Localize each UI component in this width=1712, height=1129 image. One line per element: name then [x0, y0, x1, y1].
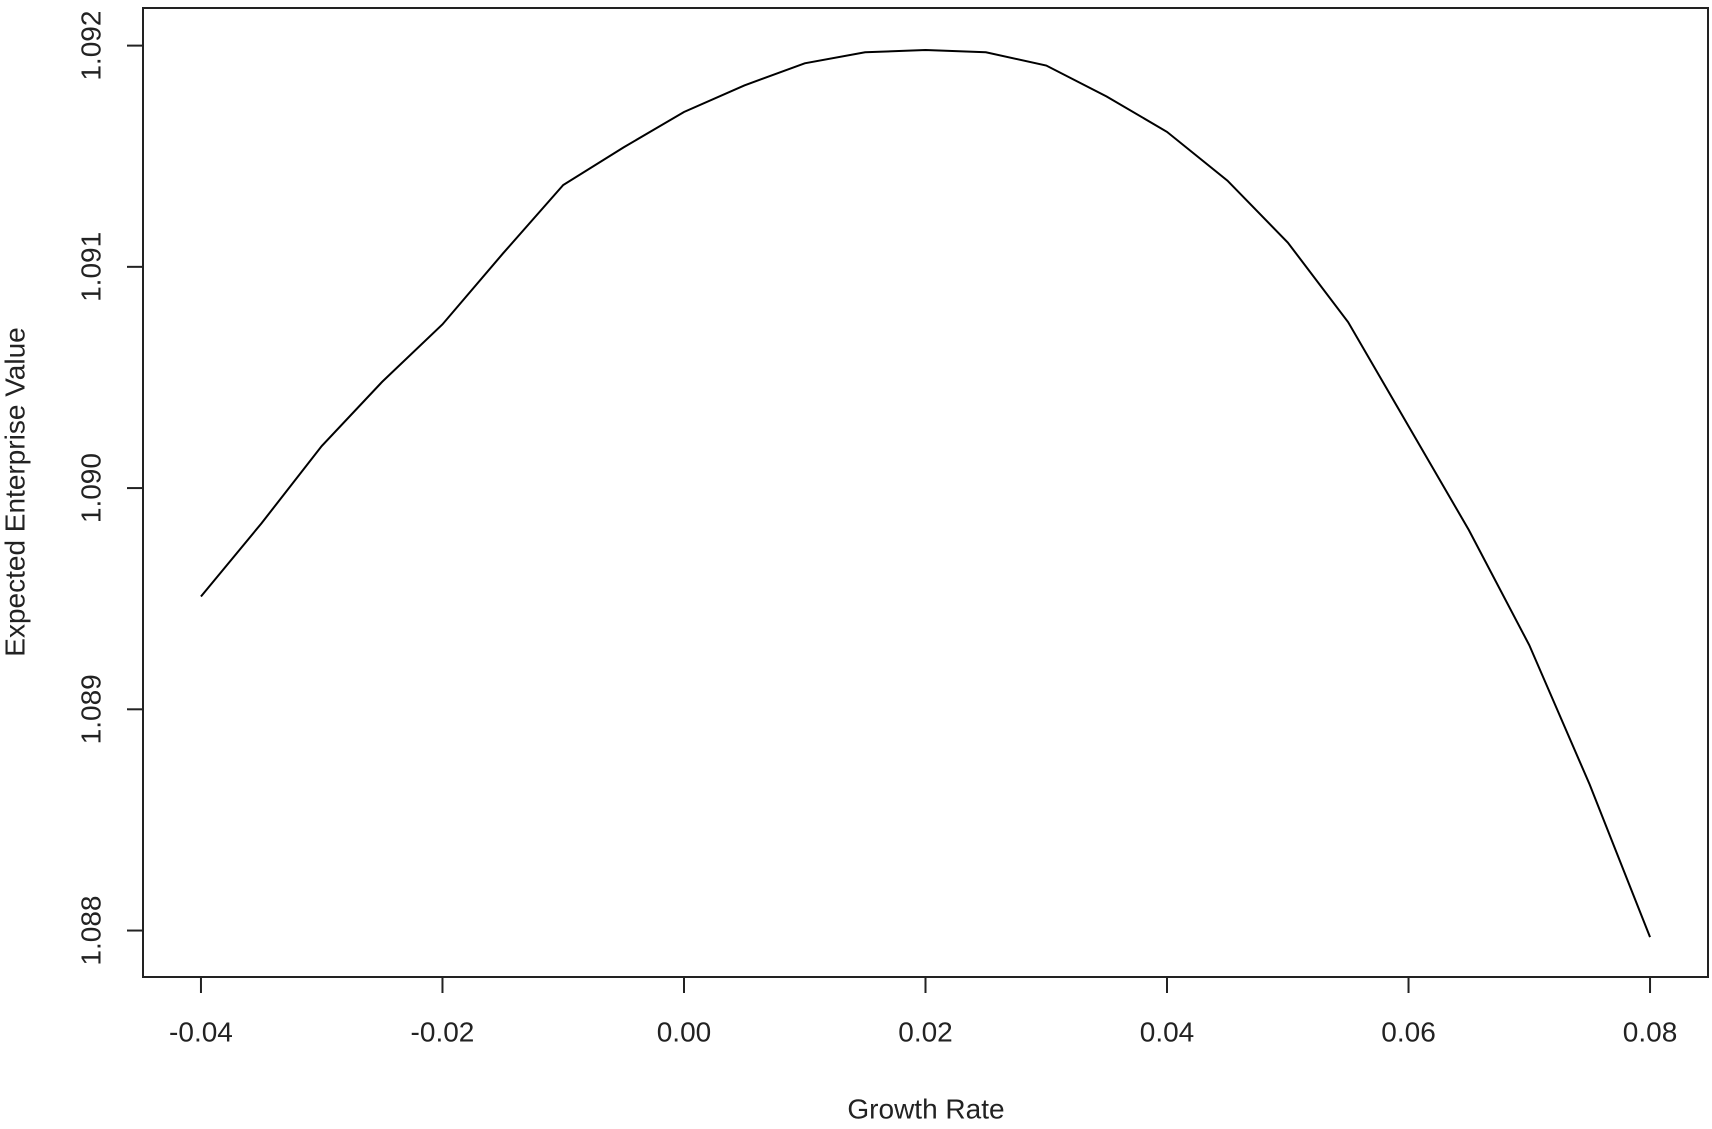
x-tick-label: 0.06 [1381, 1016, 1436, 1047]
data-line [200, 49, 1651, 938]
y-axis-title: Expected Enterprise Value [0, 327, 30, 656]
y-tick-label: 1.089 [75, 674, 106, 744]
x-tick-label: 0.08 [1623, 1016, 1678, 1047]
x-tick-label: -0.02 [411, 1016, 475, 1047]
y-tick-label: 1.092 [75, 11, 106, 81]
x-tick-label: 0.02 [898, 1016, 953, 1047]
plot-frame [142, 7, 1709, 978]
x-tick-label: 0.00 [657, 1016, 712, 1047]
x-axis-title: Growth Rate [847, 1093, 1004, 1124]
y-tick-label: 1.091 [75, 232, 106, 302]
y-tick-label: 1.090 [75, 453, 106, 523]
x-tick-label: 0.04 [1140, 1016, 1195, 1047]
x-tick-label: -0.04 [169, 1016, 233, 1047]
y-tick-label: 1.088 [75, 896, 106, 966]
